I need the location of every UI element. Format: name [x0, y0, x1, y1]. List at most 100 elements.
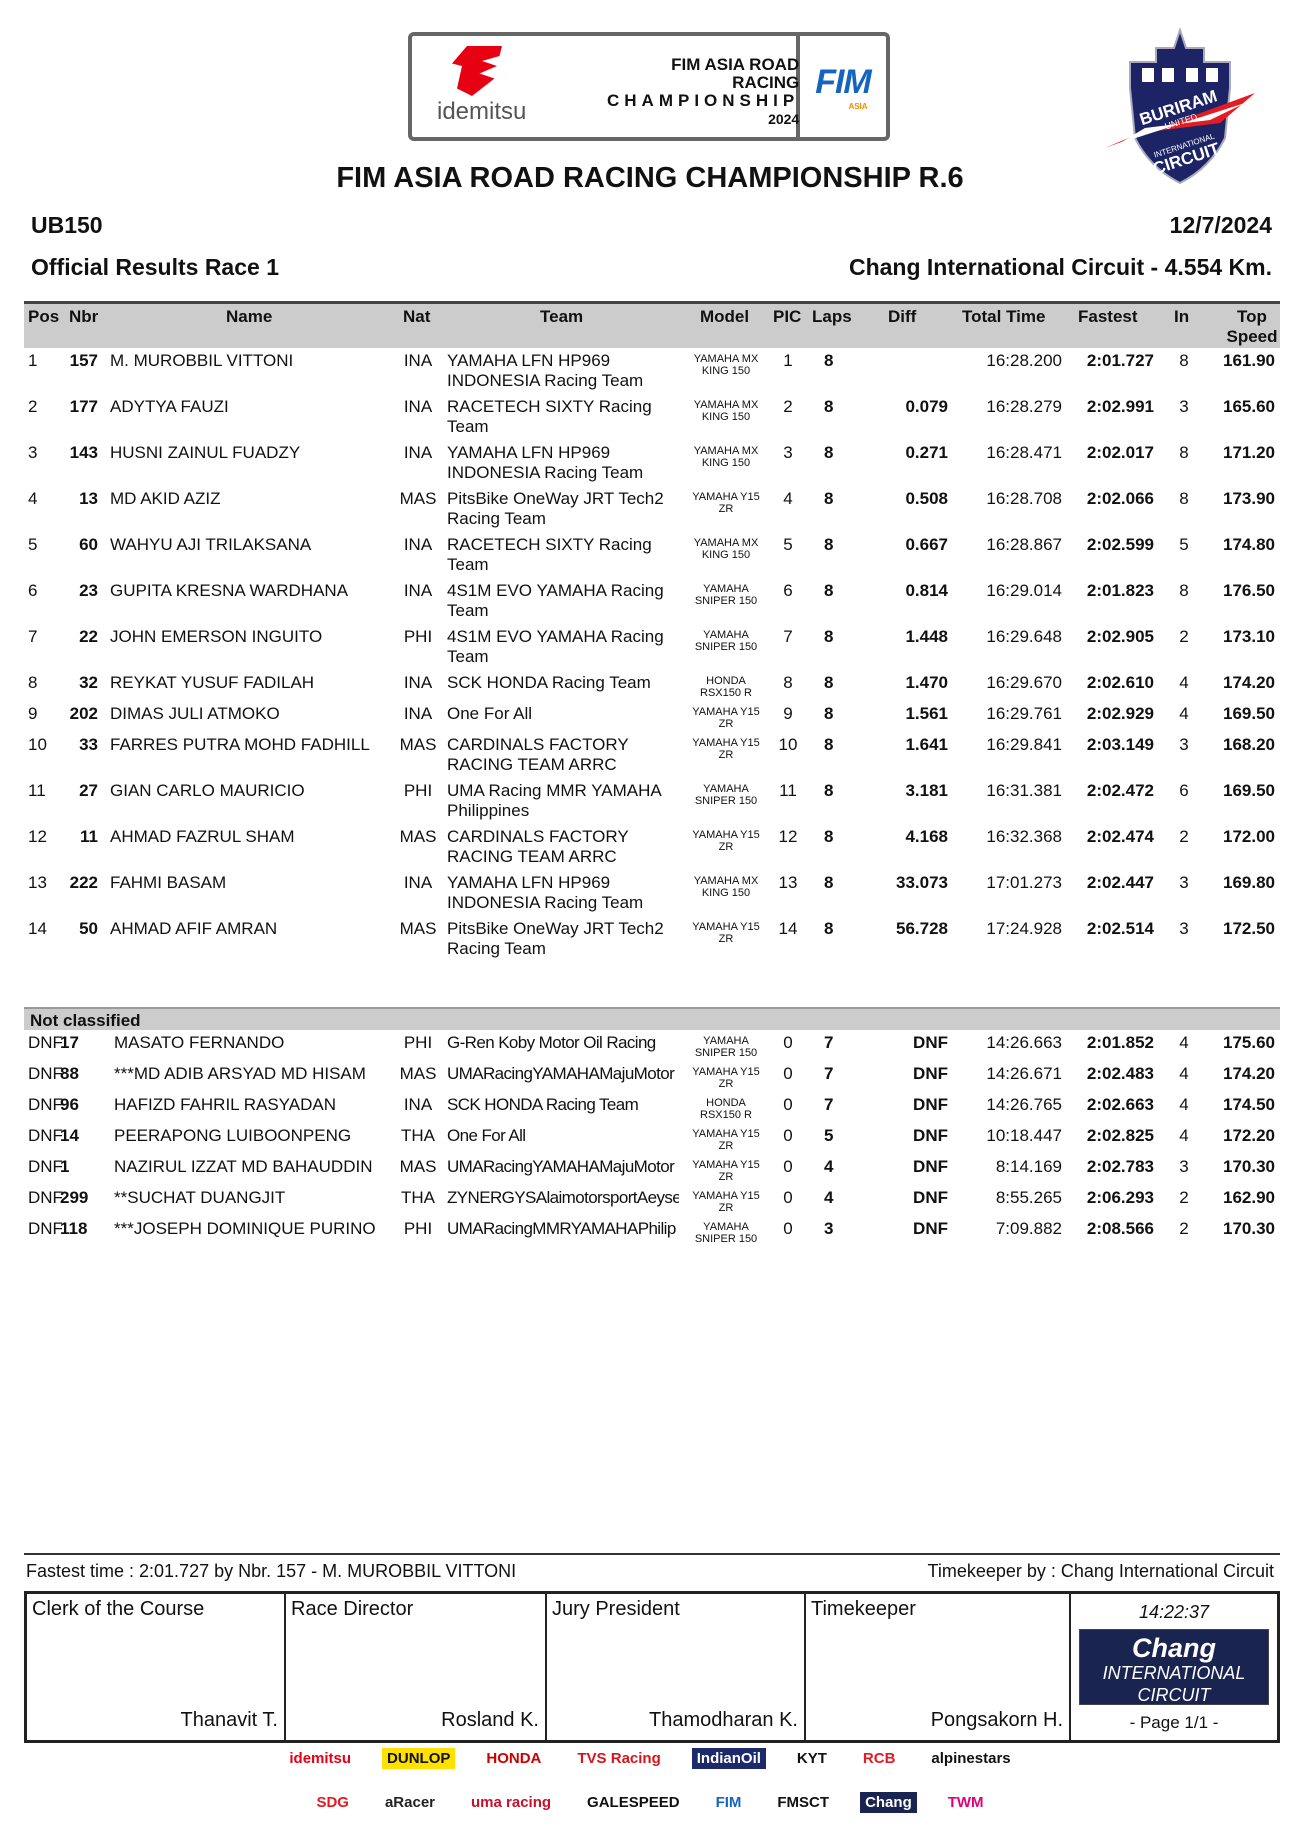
- cell-name: ADYTYA FAUZI: [110, 397, 229, 416]
- sig-role: Jury President: [552, 1598, 680, 1620]
- cell-nbr: 143: [69, 443, 98, 462]
- cell-top-speed: 162.90: [1223, 1188, 1275, 1207]
- cell-total-time: 17:24.928: [986, 919, 1062, 938]
- cell-pic: 4: [783, 489, 793, 508]
- cell-total-time: 14:26.663: [986, 1033, 1062, 1052]
- cell-total-time: 8:55.265: [995, 1188, 1062, 1207]
- cell-pic: 13: [778, 873, 798, 892]
- cell-nat: INA: [403, 673, 433, 692]
- cell-nat: MAS: [399, 919, 437, 938]
- cell-diff: DNF: [913, 1095, 948, 1114]
- cell-top-speed: 174.20: [1223, 1064, 1275, 1083]
- cell-in: 2: [1179, 1188, 1189, 1207]
- not-classified-header: Not classified: [24, 1007, 1280, 1030]
- cell-team: UMARacingYAMAHAMajuMotor: [447, 1157, 675, 1176]
- cell-nbr: 88: [60, 1064, 79, 1083]
- cell-name: HAFIZD FAHRIL RASYADAN: [114, 1095, 336, 1114]
- cell-pos: DNF: [28, 1095, 63, 1114]
- cell-pos: 1: [28, 351, 38, 370]
- cell-fastest: 2:02.447: [1086, 873, 1154, 892]
- cell-in: 8: [1179, 443, 1189, 462]
- table-row: DNF 299 **SUCHAT DUANGJIT THA ZYNERGYSAlaimo…: [24, 1185, 1280, 1216]
- cell-pos: DNF: [28, 1188, 63, 1207]
- cell-total-time: 16:29.648: [986, 627, 1062, 646]
- cell-diff: DNF: [913, 1219, 948, 1238]
- cell-pos: 9: [28, 704, 38, 723]
- cell-pos: 6: [28, 581, 38, 600]
- cell-pos: DNF: [28, 1157, 63, 1176]
- cell-nat: PHI: [403, 627, 433, 646]
- cell-in: 4: [1179, 1033, 1189, 1052]
- cell-pos: 2: [28, 397, 38, 416]
- cell-team: RACETECH SIXTY Racing Team: [447, 397, 652, 436]
- cell-diff: DNF: [913, 1033, 948, 1052]
- cell-model: YAMAHA Y15 ZR: [692, 1190, 760, 1214]
- cell-top-speed: 171.20: [1223, 443, 1275, 462]
- cell-model: YAMAHA Y15 ZR: [692, 491, 760, 515]
- cell-model: YAMAHA Y15 ZR: [692, 921, 760, 945]
- cell-top-speed: 173.90: [1223, 489, 1275, 508]
- cell-pic: 1: [783, 351, 793, 370]
- chang-circuit-logo: Chang INTERNATIONAL CIRCUIT: [1079, 1629, 1269, 1705]
- sponsor-logo: FMSCT: [772, 1792, 835, 1813]
- sponsor-logo: aRacer: [379, 1792, 440, 1813]
- cell-top-speed: 169.50: [1223, 704, 1275, 723]
- cell-in: 8: [1179, 581, 1189, 600]
- cell-team: One For All: [447, 1126, 526, 1145]
- cell-pos: 3: [28, 443, 38, 462]
- cell-nat: INA: [403, 704, 433, 723]
- cell-team: PitsBike OneWay JRT Tech2 Racing Team: [447, 489, 664, 528]
- cell-model: YAMAHA Y15 ZR: [692, 1159, 760, 1183]
- table-row: DNF 96 HAFIZD FAHRIL RASYADAN INA SCK HONDA …: [24, 1092, 1280, 1123]
- cell-pic: 10: [778, 735, 798, 754]
- table-row: DNF 1 NAZIRUL IZZAT MD BAHAUDDIN MAS UMARaci…: [24, 1154, 1280, 1185]
- cell-pos: 14: [28, 919, 47, 938]
- results-subtitle: Official Results Race 1: [31, 254, 279, 280]
- table-header: Pos Nbr Name Nat Team Model PIC Laps Dif…: [24, 301, 1280, 348]
- cell-name: MD AKID AZIZ: [110, 489, 221, 508]
- cell-diff: 1.561: [905, 704, 948, 723]
- table-row: DNF 17 MASATO FERNANDO PHI G-Ren Koby Motor …: [24, 1030, 1280, 1061]
- cell-total-time: 16:32.368: [986, 827, 1062, 846]
- cell-top-speed: 172.20: [1223, 1126, 1275, 1145]
- sig-role: Clerk of the Course: [32, 1598, 205, 1620]
- fastest-time-note: Fastest time : 2:01.727 by Nbr. 157 - M.…: [26, 1561, 517, 1581]
- cell-model: YAMAHA MX KING 150: [693, 537, 759, 561]
- cell-pos: DNF: [28, 1126, 63, 1145]
- cell-in: 2: [1179, 1219, 1189, 1238]
- table-row: 1 157 M. MUROBBIL VITTONI INA YAMAHA LFN HP9…: [24, 348, 1280, 394]
- col-name: Name: [226, 307, 273, 326]
- sig-name: Thanavit T.: [180, 1709, 278, 1731]
- cell-fastest: 2:02.991: [1086, 397, 1154, 416]
- cell-nat: INA: [403, 581, 433, 600]
- cell-model: YAMAHA MX KING 150: [693, 353, 759, 377]
- cell-name: HUSNI ZAINUL FUADZY: [110, 443, 301, 462]
- cell-in: 4: [1179, 1064, 1189, 1083]
- cell-pic: 9: [783, 704, 793, 723]
- cell-laps: 4: [824, 1188, 834, 1207]
- cell-nbr: 157: [69, 351, 98, 370]
- cell-nbr: 299: [60, 1188, 89, 1207]
- cell-in: 3: [1179, 919, 1189, 938]
- cell-name: DIMAS JULI ATMOKO: [110, 704, 280, 723]
- cell-diff: DNF: [913, 1064, 948, 1083]
- cell-nat: MAS: [399, 489, 437, 508]
- cell-model: YAMAHA MX KING 150: [693, 399, 759, 423]
- cell-nbr: 13: [79, 489, 98, 508]
- event-logo-banner: idemitsu FIM ASIA ROAD RACING CHAMPIONSH…: [408, 32, 890, 141]
- cell-model: YAMAHA SNIPER 150: [694, 783, 758, 807]
- col-team: Team: [540, 307, 584, 326]
- cell-fastest: 2:01.727: [1086, 351, 1154, 370]
- sponsors-row-2: SDG aRacer uma racing GALESPEED FIM FMSCT Chan…: [0, 1792, 1300, 1813]
- championship-logo: FIM ASIA ROAD RACING CHAMPIONSHIP 2024: [607, 56, 799, 128]
- cell-team: YAMAHA LFN HP969 INDONESIA Racing Team: [447, 351, 644, 390]
- cell-nat: PHI: [403, 1033, 433, 1052]
- cell-nat: MAS: [399, 1157, 437, 1176]
- cell-laps: 8: [824, 873, 834, 892]
- cell-model: YAMAHA MX KING 150: [693, 875, 759, 899]
- cell-nbr: 96: [60, 1095, 79, 1114]
- buriram-circuit-badge-icon: BURIRAM UNITED INTERNATIONAL CIRCUIT: [1105, 28, 1255, 185]
- cell-name: FARRES PUTRA MOHD FADHILL: [110, 735, 370, 754]
- cell-pic: 0: [783, 1157, 793, 1176]
- cell-name: GIAN CARLO MAURICIO: [110, 781, 305, 800]
